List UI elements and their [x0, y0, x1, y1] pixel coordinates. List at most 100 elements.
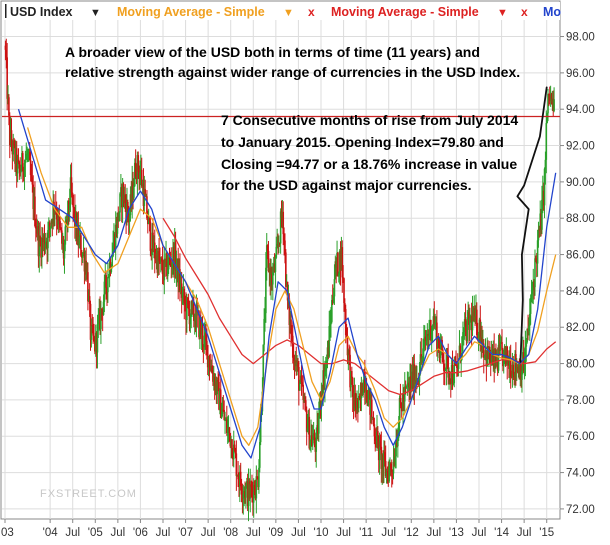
candle-body	[482, 343, 484, 350]
candle-body	[80, 235, 82, 256]
candle-body	[66, 219, 68, 226]
candle-body	[448, 372, 450, 378]
candle-body	[49, 226, 52, 228]
candle-body	[21, 153, 24, 172]
candle-body	[515, 354, 517, 372]
candle-body	[223, 410, 226, 421]
candle-body	[34, 196, 36, 227]
candle-body	[146, 196, 148, 219]
legend-ma-orange-remove-icon[interactable]: x	[308, 5, 315, 19]
candle-body	[335, 261, 337, 268]
candle-body	[295, 360, 298, 366]
candle-body	[265, 245, 268, 268]
legend-usd-index-dropdown-icon[interactable]: ▼	[90, 7, 101, 19]
candle-body	[171, 263, 173, 267]
candle-body	[57, 213, 60, 225]
candle-body	[400, 402, 403, 406]
candle-body	[309, 440, 311, 449]
candle-body	[141, 183, 144, 187]
candle-body	[454, 361, 456, 366]
candle-body	[543, 168, 546, 206]
candle-body	[195, 306, 198, 329]
x-axis: 03 '04 Jul '05 Jul '06 Jul '07 Jul '08 Jul '09 Jul '1…	[1, 519, 554, 539]
candle-body	[439, 348, 442, 358]
candle-body	[169, 258, 172, 263]
candles-layer	[4, 38, 555, 522]
candle-body	[149, 221, 152, 251]
candle-body	[87, 272, 89, 302]
candle-body	[294, 360, 297, 367]
candle-body	[266, 245, 269, 251]
candle-body	[255, 476, 258, 499]
candle-body	[333, 279, 336, 297]
ytick-label: 88.00	[566, 213, 595, 225]
candle-body	[363, 371, 365, 393]
annotation-rise-line-1: 7 Consecutive months of rise from July 2…	[221, 112, 518, 128]
candle-body	[539, 213, 542, 230]
candle-body	[378, 441, 381, 461]
candle-body	[243, 491, 245, 494]
candle-body	[534, 258, 536, 288]
candle-body	[535, 258, 537, 260]
candle-body	[285, 252, 287, 287]
legend-ma-red-remove-icon[interactable]: x	[521, 5, 528, 19]
candle-body	[198, 311, 200, 338]
legend-ma-red-dropdown-icon[interactable]: ▼	[497, 7, 508, 19]
candle-body	[174, 242, 177, 272]
candle-body	[96, 324, 99, 353]
candle-body	[356, 398, 358, 411]
candle-body	[68, 204, 71, 210]
candle-body	[351, 371, 353, 378]
candle-body	[131, 181, 133, 203]
candle-body	[4, 45, 7, 50]
candle-body	[253, 485, 256, 493]
candle-body	[217, 380, 219, 382]
candle-body	[443, 370, 446, 372]
candle-body	[17, 159, 20, 163]
candle-body	[505, 346, 508, 355]
candle-body	[191, 301, 193, 305]
candle-body	[435, 322, 437, 324]
candle-body	[521, 371, 523, 380]
legend-ma-red[interactable]: Moving Average - Simple	[331, 5, 479, 19]
candle-body	[298, 383, 301, 391]
candle-body	[430, 330, 433, 341]
candle-body	[331, 300, 334, 302]
candle-body	[218, 381, 220, 410]
candle-body	[250, 484, 252, 487]
candle-body	[289, 319, 291, 326]
candle-body	[476, 309, 478, 336]
candle-body	[104, 275, 107, 282]
candle-body	[467, 311, 469, 318]
candle-body	[443, 359, 445, 371]
legend-ma-blue[interactable]: Mo	[543, 5, 561, 19]
candle-body	[407, 382, 410, 384]
candle-body	[520, 364, 522, 380]
candle-body	[249, 484, 252, 499]
candle-body	[392, 461, 395, 474]
legend-usd-index[interactable]: USD Index	[10, 5, 73, 19]
candle-body	[41, 238, 44, 242]
candle-body	[402, 394, 404, 411]
candle-body	[385, 471, 388, 477]
ytick-label: 90.00	[566, 177, 595, 189]
xtick-label: '14	[494, 527, 510, 539]
candle-body	[361, 383, 364, 396]
candle-body	[480, 337, 482, 346]
legend-ma-orange[interactable]: Moving Average - Simple	[117, 5, 265, 19]
candle-body	[470, 316, 473, 331]
candle-body	[531, 290, 534, 294]
annotation-top-line-1: A broader view of the USD both in terms …	[65, 44, 480, 60]
candle-body	[115, 224, 118, 234]
candle-body	[109, 262, 112, 273]
candle-body	[330, 321, 332, 325]
legend-ma-orange-dropdown-icon[interactable]: ▼	[283, 7, 294, 19]
candle-body	[369, 388, 371, 415]
candle-body	[52, 201, 54, 224]
candle-body	[98, 309, 100, 320]
candle-body	[230, 439, 232, 447]
candle-body	[236, 475, 239, 477]
candle-body	[488, 346, 490, 359]
candle-body	[233, 444, 236, 451]
